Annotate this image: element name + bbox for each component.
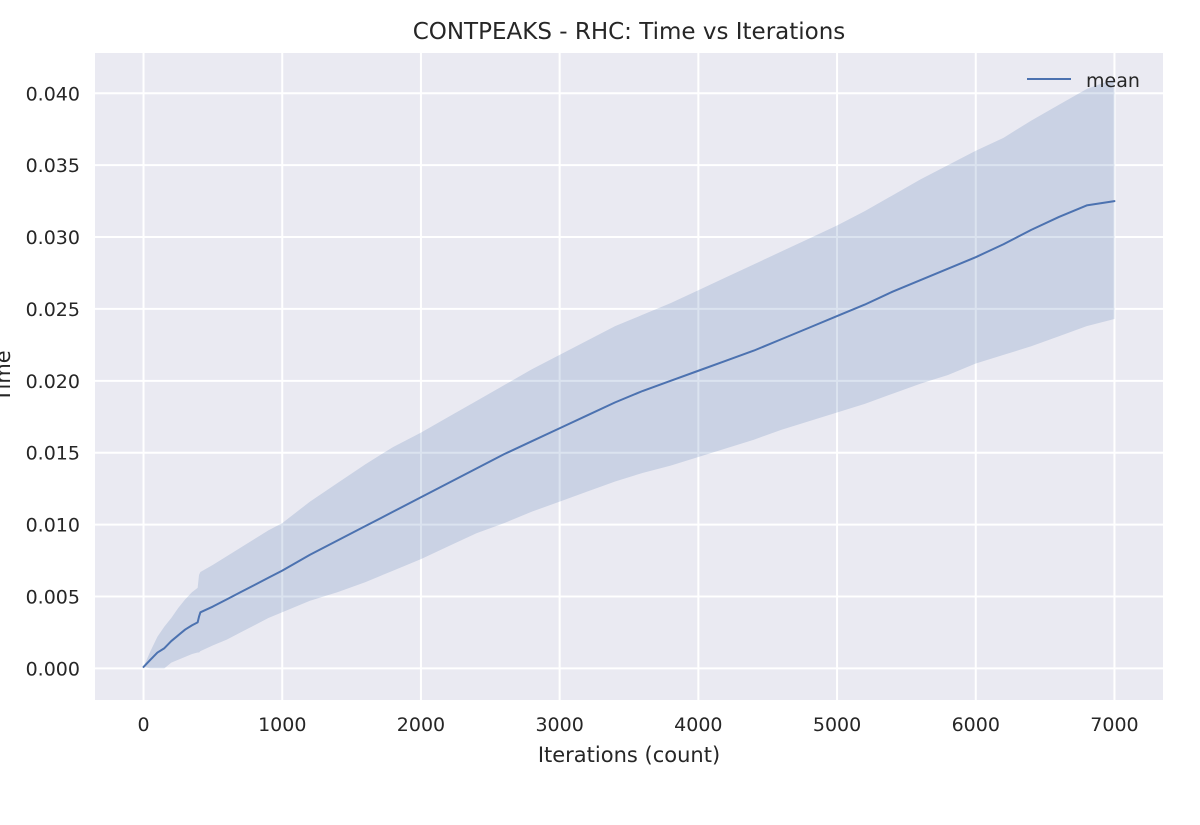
- y-axis-label: Time: [0, 350, 15, 402]
- y-tick-label: 0.000: [26, 658, 80, 680]
- legend: mean: [1027, 70, 1140, 92]
- plot-area: [95, 53, 1163, 700]
- confidence-band-layer: [143, 78, 1115, 669]
- y-tick-label: 0.025: [26, 299, 80, 321]
- x-tick-label: 3000: [535, 714, 583, 736]
- x-tick-label: 1000: [258, 714, 306, 736]
- x-tick-label: 4000: [674, 714, 722, 736]
- confidence-band: [143, 78, 1115, 669]
- x-tick-label: 0: [137, 714, 149, 736]
- x-tick-label: 6000: [952, 714, 1000, 736]
- y-tick-label: 0.035: [26, 155, 80, 177]
- y-tick-label: 0.040: [26, 83, 80, 105]
- x-tick-label: 5000: [813, 714, 861, 736]
- y-tick-label: 0.020: [26, 371, 80, 393]
- x-tick-label: 7000: [1090, 714, 1138, 736]
- x-tick-label: 2000: [397, 714, 445, 736]
- y-tick-label: 0.005: [26, 586, 80, 608]
- chart-title: CONTPEAKS - RHC: Time vs Iterations: [413, 19, 846, 45]
- x-tick-labels: 0 1000 2000 3000 4000 5000 6000 7000: [137, 714, 1138, 736]
- legend-label-mean: mean: [1086, 70, 1140, 92]
- y-tick-labels: 0.000 0.005 0.010 0.015 0.020 0.025 0.030 0.035…: [26, 83, 80, 680]
- grid-lines: [95, 53, 1163, 700]
- y-tick-label: 0.015: [26, 443, 80, 465]
- series-line-mean: [142, 200, 1116, 668]
- y-tick-label: 0.010: [26, 515, 80, 537]
- x-axis-label: Iterations (count): [538, 743, 720, 767]
- y-tick-label: 0.030: [26, 227, 80, 249]
- series-layer: [142, 200, 1116, 668]
